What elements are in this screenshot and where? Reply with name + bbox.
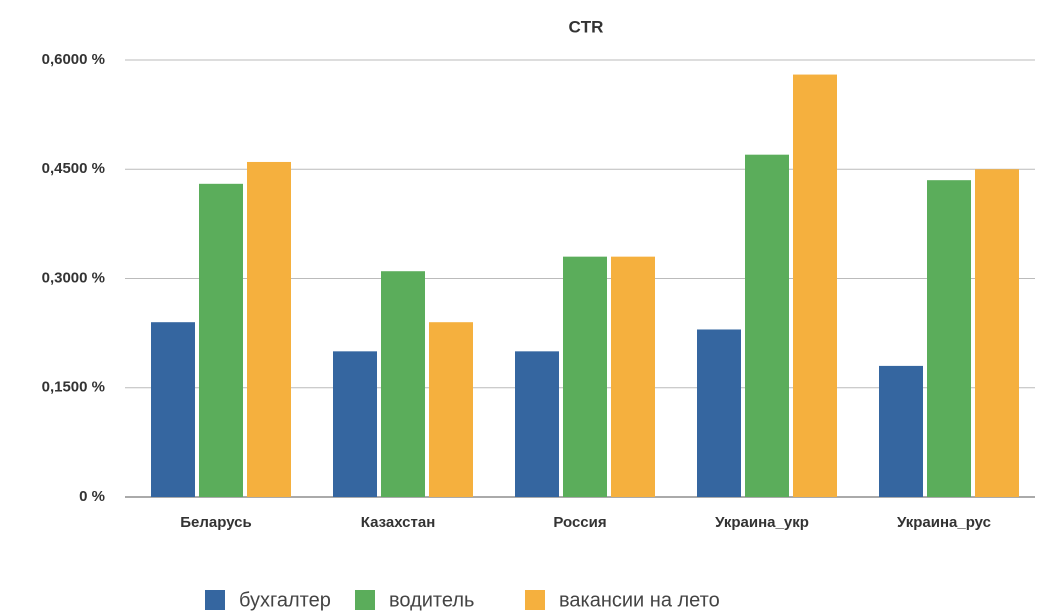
legend-label: водитель	[389, 589, 474, 611]
x-tick-label: Украина_рус	[897, 514, 991, 531]
bar	[515, 351, 559, 497]
y-tick-label: 0,1500 %	[42, 379, 105, 396]
y-tick-label: 0 %	[79, 488, 105, 505]
bar	[247, 161, 291, 497]
legend-label: бухгалтер	[239, 589, 331, 611]
bar	[745, 154, 789, 497]
bar	[697, 329, 741, 497]
bar	[611, 256, 655, 497]
bar	[879, 365, 923, 497]
y-tick-label: 0,3000 %	[42, 269, 105, 286]
y-tick-label: 0,4500 %	[42, 160, 105, 177]
x-tick-label: Россия	[553, 514, 606, 531]
legend-swatch	[525, 590, 545, 610]
bar	[199, 183, 243, 498]
legend-swatch	[205, 590, 225, 610]
x-tick-label: Украина_укр	[715, 514, 809, 531]
bar	[975, 169, 1019, 497]
bar	[381, 271, 425, 497]
legend-swatch	[355, 590, 375, 610]
bar	[793, 74, 837, 498]
bar	[927, 180, 971, 498]
legend-label: вакансии на лето	[559, 589, 720, 611]
bar	[151, 322, 195, 497]
bar	[429, 322, 473, 497]
chart-title: CTR	[569, 17, 604, 36]
bar	[333, 351, 377, 497]
x-tick-label: Беларусь	[180, 514, 252, 531]
y-tick-label: 0,6000 %	[42, 51, 105, 68]
x-tick-label: Казахстан	[361, 514, 436, 531]
bar	[563, 256, 607, 497]
